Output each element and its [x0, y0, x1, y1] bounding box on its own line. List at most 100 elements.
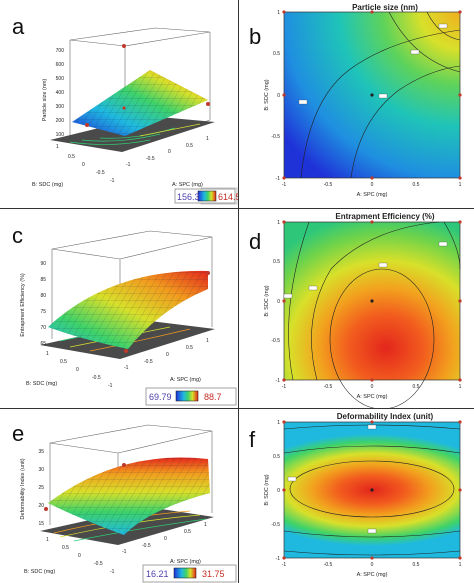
panel-letter-d: d — [249, 229, 261, 254]
z-tick: 85 — [40, 277, 46, 283]
x-tick: 0 — [166, 352, 169, 358]
x-tick: -0.5 — [324, 182, 333, 188]
x-tick: 0.5 — [413, 384, 420, 390]
floor-plane — [50, 116, 215, 152]
y-tick: 1 — [46, 351, 49, 357]
z-tick: 15 — [38, 521, 44, 527]
x-tick: -1 — [126, 162, 131, 168]
y-axis-label: B: SDC (mg) — [264, 79, 270, 110]
z-tick: 200 — [56, 118, 65, 124]
x-axis-label: A: SPC (mg) — [170, 559, 201, 565]
z-tick: 70 — [40, 325, 46, 331]
x-tick: 1 — [459, 384, 462, 390]
y-tick: 0.5 — [62, 545, 69, 551]
x-tick: 0 — [371, 562, 374, 568]
y-axis-label: B: SDC (mg) — [32, 182, 63, 188]
design-points — [282, 220, 462, 382]
z-tick: 700 — [56, 48, 65, 54]
y-tick: 1 — [46, 537, 49, 543]
design-point — [122, 463, 126, 467]
surface-c-mesh — [48, 270, 208, 349]
contour-labels — [287, 424, 377, 534]
colorbar-min: 156.3 — [177, 192, 200, 202]
panel-divider-top — [0, 208, 474, 209]
contour-lines — [300, 11, 461, 179]
x-axis: -1 -0.5 0 0.5 1 A: SPC (mg) — [282, 182, 462, 198]
x-tick: 1 — [206, 136, 209, 142]
x-axis: -1 -0.5 0 0.5 1 A: SPC (mg) — [282, 384, 462, 400]
y-tick: 0 — [277, 488, 280, 494]
y-tick: -0.5 — [94, 561, 103, 567]
panel-f: Deformability Index (unit) -1 — [239, 409, 474, 583]
x-tick: 0.5 — [186, 345, 193, 351]
y-tick: -0.5 — [92, 375, 101, 381]
x-tick: 1 — [459, 182, 462, 188]
x-tick: 0 — [371, 384, 374, 390]
z-axis: 90 85 80 75 70 65 Entrapment Efficiency … — [20, 261, 46, 347]
panel-letter-a: a — [12, 14, 25, 39]
x-tick: -1 — [282, 562, 287, 568]
y-tick: 0.5 — [60, 359, 67, 365]
x-tick: -0.5 — [324, 562, 333, 568]
design-point — [206, 271, 210, 275]
design-point — [124, 349, 128, 353]
x-axis: -1 -0.5 0 0.5 1 A: SPC (mg) — [122, 522, 207, 565]
y-axis-label: B: SDC (mg) — [264, 474, 270, 505]
panel-e: e 35 30 25 20 15 De — [0, 409, 238, 583]
contour-lines — [288, 221, 461, 408]
center-point — [370, 299, 374, 303]
x-axis-label: A: SPC (mg) — [357, 572, 388, 578]
y-axis: 1 0.5 0 -0.5 -1 B: SDC (mg) — [32, 144, 115, 188]
y-tick: -0.5 — [271, 522, 280, 528]
y-tick: 1 — [277, 220, 280, 226]
colorbar-max: 88.7 — [204, 392, 222, 402]
surface-a-mesh — [72, 70, 208, 136]
y-tick: 0.5 — [273, 51, 280, 57]
z-axis-label: Deformability Index (unit) — [20, 458, 26, 519]
panel-b: Particle size (nm) -1 — [239, 0, 474, 208]
z-tick: 20 — [38, 503, 44, 509]
colorbar: 69.79 88.7 — [145, 387, 237, 406]
x-tick: 0 — [168, 149, 171, 155]
design-point — [122, 106, 126, 110]
y-tick: 1 — [56, 144, 59, 150]
panel-letter-c: c — [12, 223, 23, 248]
panel-c: c 90 85 80 75 70 65 — [0, 209, 238, 408]
floor-contours — [69, 123, 201, 145]
y-tick: -1 — [276, 378, 281, 384]
z-tick: 75 — [40, 309, 46, 315]
z-axis-label: Entrapment Efficiency (%) — [20, 273, 26, 337]
y-axis-label: B: SDC (mg) — [26, 381, 57, 387]
design-points — [282, 10, 462, 180]
x-tick: -0.5 — [146, 156, 155, 162]
y-tick: 0 — [78, 553, 81, 559]
y-tick: -1 — [110, 178, 115, 184]
z-tick: 35 — [38, 449, 44, 455]
y-tick: 0 — [76, 367, 79, 373]
chart-title: Particle size (nm) — [352, 3, 418, 12]
y-tick: 1 — [277, 10, 280, 16]
x-tick: -0.5 — [144, 359, 153, 365]
panel-d: Entrapment Efficiency (%) -1 — [239, 209, 474, 408]
y-tick: -1 — [276, 556, 281, 562]
z-axis: 35 30 25 20 15 Deformability Index (unit… — [20, 449, 44, 527]
z-tick: 65 — [40, 341, 46, 347]
contour-labels — [283, 241, 448, 299]
x-tick: -1 — [282, 384, 287, 390]
contour-lines — [283, 424, 461, 556]
design-point — [44, 507, 48, 511]
panel-letter-e: e — [12, 421, 24, 446]
z-tick: 80 — [40, 293, 46, 299]
z-tick: 400 — [56, 90, 65, 96]
y-tick: 0.5 — [273, 259, 280, 265]
colorbar-min: 16.21 — [146, 569, 169, 579]
y-tick: -1 — [110, 569, 115, 575]
z-tick: 100 — [56, 132, 65, 138]
x-tick: -1 — [124, 365, 129, 371]
center-point — [370, 93, 374, 97]
y-tick: -0.5 — [96, 170, 105, 176]
z-axis-label: Particle size (nm) — [42, 79, 48, 122]
panel-letter-f: f — [249, 427, 256, 452]
y-tick: 0 — [277, 93, 280, 99]
x-axis-label: A: SPC (mg) — [357, 192, 388, 198]
